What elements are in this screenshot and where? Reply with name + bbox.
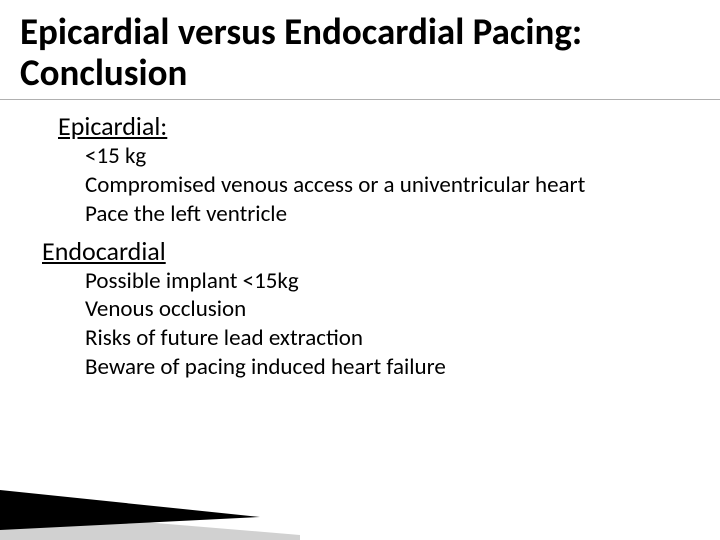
bullet-item: Risks of future lead extraction [85, 324, 690, 353]
section-epicardial: Epicardial: <15 kg Compromised venous ac… [0, 110, 720, 228]
section-heading-epicardial: Epicardial: [0, 110, 720, 142]
section-endocardial: Endocardial Possible implant <15kg Venou… [0, 235, 720, 382]
bullet-group-epicardial: <15 kg Compromised venous access or a un… [0, 142, 720, 228]
slide-title: Epicardial versus Endocardial Pacing: Co… [0, 0, 720, 100]
corner-decoration [0, 460, 300, 540]
bullet-item: Compromised venous access or a univentri… [85, 171, 690, 200]
wedge-bottom [0, 510, 300, 540]
bullet-item: Beware of pacing induced heart failure [85, 353, 690, 382]
wedge-top [0, 490, 260, 530]
bullet-item: Venous occlusion [85, 295, 690, 324]
bullet-group-endocardial: Possible implant <15kg Venous occlusion … [0, 267, 720, 382]
bullet-item: <15 kg [85, 142, 690, 171]
section-heading-endocardial: Endocardial [0, 235, 720, 267]
bullet-item: Pace the left ventricle [85, 200, 690, 229]
bullet-item: Possible implant <15kg [85, 267, 690, 296]
